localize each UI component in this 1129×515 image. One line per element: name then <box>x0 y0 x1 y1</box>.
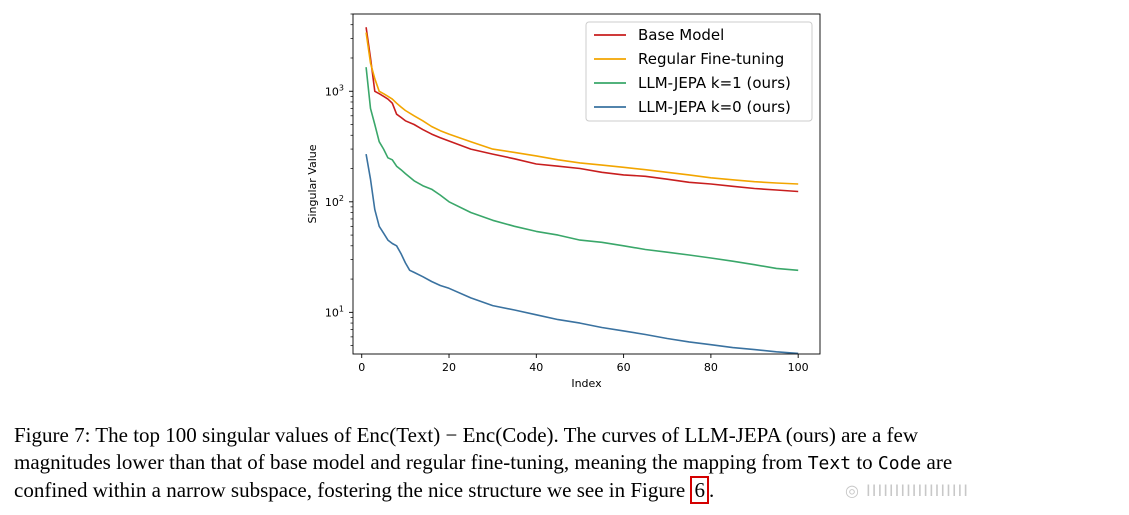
x-tick-label: 20 <box>442 361 456 374</box>
legend-box <box>585 21 813 122</box>
series-line-1 <box>365 27 799 193</box>
singular-values-chart: 0 20 40 60 80 100 101 102 103 Index Singular Value… <box>306 13 821 390</box>
caption-line-1: Figure 7: The top 100 singular values of… <box>14 422 1124 449</box>
plot-area <box>365 27 799 355</box>
caption-math: Enc(Text) − Enc(Code) <box>356 423 554 447</box>
caption-line-2: magnitudes lower than that of base model… <box>14 449 1124 477</box>
caption-text: confined within a narrow subspace, foste… <box>14 478 691 502</box>
x-tick-label: 0 <box>358 361 365 374</box>
watermark: ◎ IIIIIIIIIIIIIIIIII <box>845 481 969 500</box>
caption-text: . The curves of LLM-JEPA (ours) are a fe… <box>553 423 919 447</box>
figure-caption: Figure 7: The top 100 singular values of… <box>14 422 1124 504</box>
x-tick-label: 100 <box>788 361 809 374</box>
legend: Base Model Regular Fine-tuning LLM-JEPA k=… <box>585 21 813 122</box>
caption-text: are <box>921 450 953 474</box>
axes: 0 20 40 60 80 100 101 102 103 Index Singular Value <box>306 13 821 390</box>
x-tick-label: 60 <box>617 361 631 374</box>
caption-text: to <box>851 450 878 474</box>
y-tick-label: 103 <box>325 83 344 98</box>
legend-entry-1: Base Model <box>638 26 724 44</box>
figure-reference-link[interactable]: 6 <box>690 476 709 504</box>
plot-frame <box>352 13 821 355</box>
x-tick-label: 40 <box>529 361 543 374</box>
series-line-4 <box>365 153 799 355</box>
legend-entry-2: Regular Fine-tuning <box>638 50 784 68</box>
caption-code-text: Text <box>807 453 852 474</box>
caption-text: . <box>708 478 715 502</box>
caption-code-code: Code <box>877 453 922 474</box>
series-line-2 <box>365 32 799 185</box>
y-tick-label: 101 <box>325 304 344 319</box>
legend-entry-4: LLM-JEPA k=0 (ours) <box>638 98 791 116</box>
series-line-3 <box>365 67 799 272</box>
y-tick-label: 102 <box>325 194 344 209</box>
legend-entry-3: LLM-JEPA k=1 (ours) <box>638 74 791 92</box>
x-tick-label: 80 <box>704 361 718 374</box>
caption-text: magnitudes lower than that of base model… <box>14 450 808 474</box>
x-axis-label: Index <box>571 377 602 390</box>
caption-text: The top 100 singular values of <box>95 423 357 447</box>
y-axis-label: Singular Value <box>306 144 319 223</box>
caption-label: Figure 7: <box>14 423 91 447</box>
caption-line-3: confined within a narrow subspace, foste… <box>14 476 1124 504</box>
